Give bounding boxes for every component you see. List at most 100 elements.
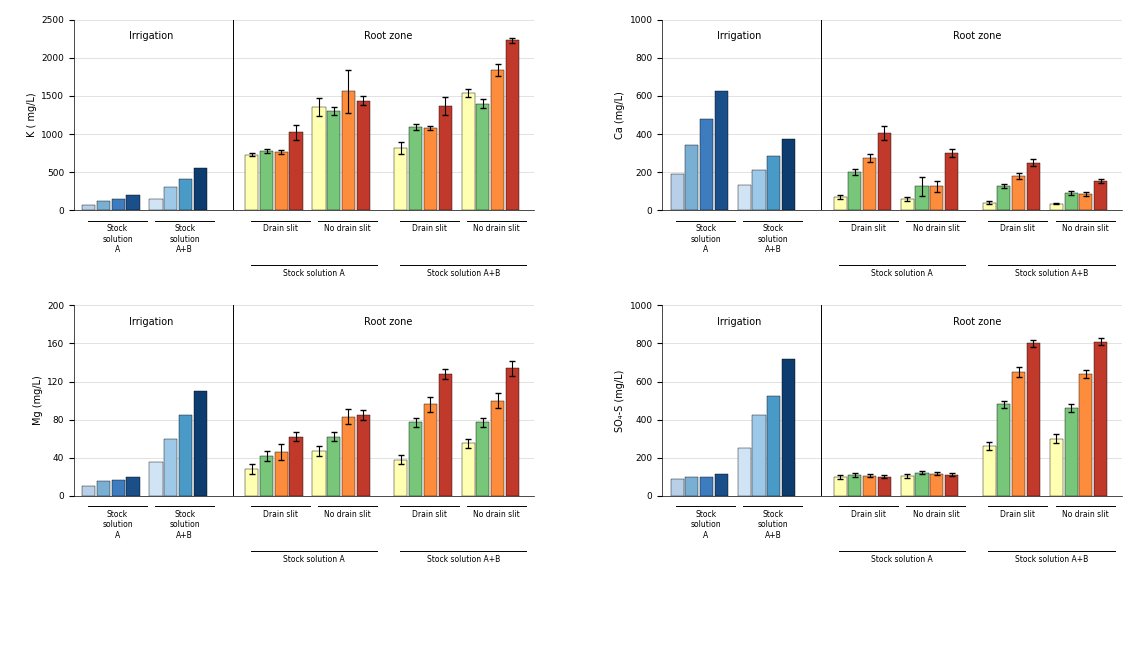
Bar — [491, 401, 505, 496]
Text: Stock solution A: Stock solution A — [871, 555, 933, 564]
Bar — [342, 91, 355, 210]
Bar — [945, 475, 958, 496]
Text: Drain slit: Drain slit — [412, 510, 448, 519]
Bar — [409, 422, 423, 496]
Bar — [312, 106, 326, 210]
Bar — [424, 405, 437, 496]
Text: Stock: Stock — [762, 510, 784, 519]
Bar — [901, 199, 913, 210]
Bar — [327, 437, 341, 496]
Bar — [260, 456, 273, 496]
Text: Drain slit: Drain slit — [263, 225, 298, 233]
Text: No drain slit: No drain slit — [912, 225, 959, 233]
Bar — [260, 151, 273, 210]
Bar — [289, 132, 303, 210]
Bar — [878, 477, 891, 496]
Text: Stock solution A: Stock solution A — [284, 269, 345, 278]
Bar — [1065, 193, 1077, 210]
Bar — [327, 111, 341, 210]
Bar — [112, 199, 125, 210]
Text: Drain slit: Drain slit — [851, 225, 886, 233]
Bar — [834, 477, 846, 496]
Bar — [97, 481, 110, 496]
Bar — [1065, 408, 1077, 496]
Text: Irrigation: Irrigation — [718, 317, 762, 327]
Bar — [112, 480, 125, 496]
Text: Stock: Stock — [174, 510, 195, 519]
Text: No drain slit: No drain slit — [1062, 225, 1108, 233]
Bar — [357, 415, 370, 496]
Text: Stock solution A: Stock solution A — [871, 269, 933, 278]
Text: A+B: A+B — [177, 245, 192, 254]
Bar — [149, 463, 163, 496]
Bar — [424, 128, 437, 210]
Text: Stock solution A+B: Stock solution A+B — [426, 555, 500, 564]
Bar — [686, 145, 698, 210]
Bar — [149, 199, 163, 210]
Bar — [931, 474, 943, 496]
Text: solution: solution — [103, 235, 133, 244]
Bar — [491, 70, 505, 210]
Text: Drain slit: Drain slit — [412, 225, 448, 233]
Text: solution: solution — [757, 235, 788, 244]
Bar — [289, 437, 303, 496]
Text: Stock: Stock — [762, 225, 784, 233]
Bar — [1027, 163, 1040, 210]
Bar — [82, 486, 96, 496]
Bar — [194, 391, 207, 496]
Text: Stock: Stock — [174, 225, 195, 233]
Bar — [700, 477, 713, 496]
Bar — [1013, 176, 1025, 210]
Y-axis label: K ( mg/L): K ( mg/L) — [27, 93, 38, 137]
Bar — [126, 195, 140, 210]
Text: solution: solution — [690, 520, 721, 529]
Bar — [357, 101, 370, 210]
Bar — [901, 476, 913, 496]
Bar — [1050, 204, 1063, 210]
Text: Root zone: Root zone — [364, 31, 412, 41]
Text: No drain slit: No drain slit — [325, 225, 371, 233]
Text: A: A — [115, 245, 120, 254]
Text: Drain slit: Drain slit — [263, 510, 298, 519]
Bar — [394, 459, 408, 496]
Bar — [782, 139, 795, 210]
Bar — [1080, 194, 1092, 210]
Text: Drain slit: Drain slit — [851, 510, 886, 519]
Text: solution: solution — [690, 235, 721, 244]
Text: solution: solution — [103, 520, 133, 529]
Text: Stock solution A+B: Stock solution A+B — [1015, 555, 1088, 564]
Bar — [768, 156, 780, 210]
Text: A: A — [703, 531, 708, 540]
Bar — [1095, 342, 1107, 496]
Text: A: A — [115, 531, 120, 540]
Bar — [671, 479, 683, 496]
Text: Drain slit: Drain slit — [1000, 225, 1035, 233]
Bar — [782, 359, 795, 496]
Text: A+B: A+B — [764, 245, 781, 254]
Bar — [1080, 374, 1092, 496]
Bar — [753, 415, 765, 496]
Bar — [753, 171, 765, 210]
Bar — [849, 172, 861, 210]
Bar — [998, 405, 1010, 496]
Bar — [312, 451, 326, 496]
Bar — [945, 153, 958, 210]
Text: A+B: A+B — [177, 531, 192, 540]
Text: No drain slit: No drain slit — [325, 510, 371, 519]
Bar — [715, 91, 728, 210]
Text: No drain slit: No drain slit — [912, 510, 959, 519]
Bar — [274, 152, 288, 210]
Text: No drain slit: No drain slit — [474, 225, 521, 233]
Bar — [164, 187, 178, 210]
Text: Stock: Stock — [107, 225, 128, 233]
Text: solution: solution — [757, 520, 788, 529]
Bar — [245, 469, 259, 496]
Bar — [82, 206, 96, 210]
Bar — [863, 158, 876, 210]
Text: Stock solution A+B: Stock solution A+B — [1015, 269, 1088, 278]
Text: Stock solution A: Stock solution A — [284, 555, 345, 564]
Bar — [164, 439, 178, 496]
Bar — [439, 374, 452, 496]
Text: Irrigation: Irrigation — [129, 317, 173, 327]
Bar — [1095, 180, 1107, 210]
